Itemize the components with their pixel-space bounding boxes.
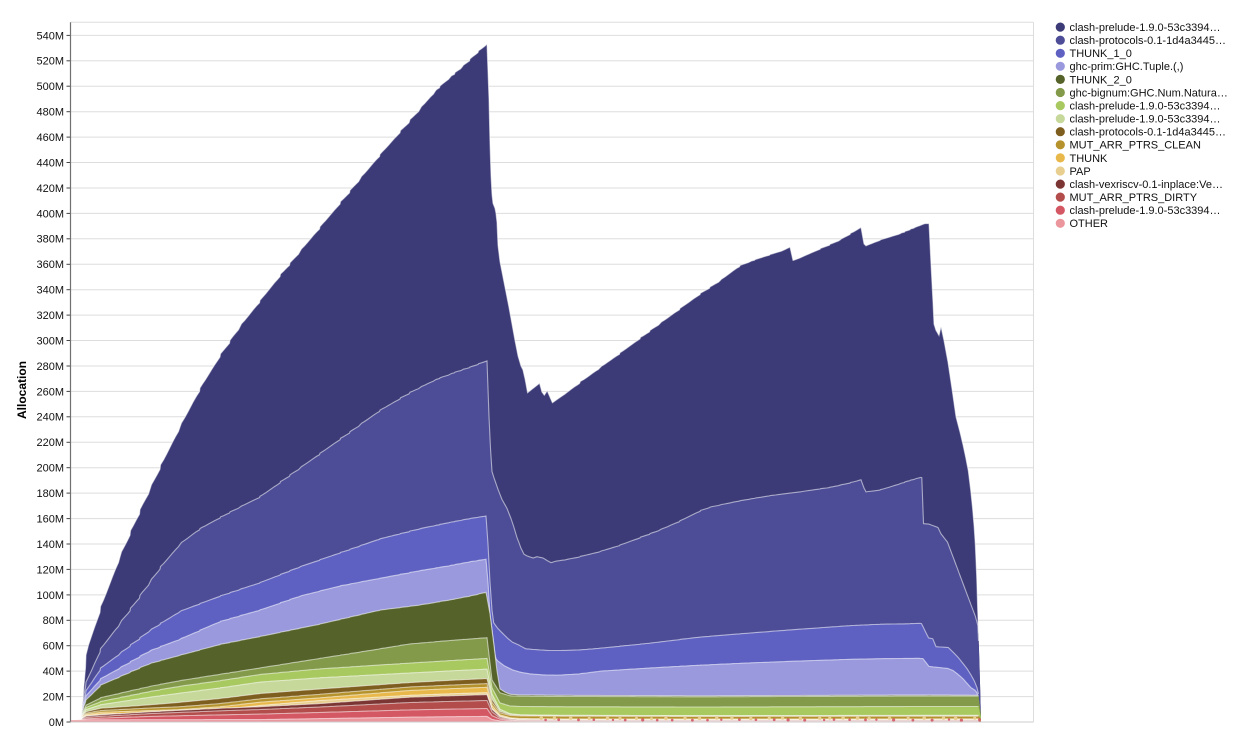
svg-text:40M: 40M — [43, 666, 64, 678]
svg-text:THUNK_2_0: THUNK_2_0 — [1070, 74, 1132, 86]
svg-text:440M: 440M — [36, 157, 64, 169]
svg-text:OTHER: OTHER — [1070, 218, 1109, 230]
svg-text:THUNK: THUNK — [1070, 153, 1109, 165]
svg-text:0M: 0M — [49, 717, 64, 729]
svg-text:100M: 100M — [36, 590, 64, 602]
svg-text:260M: 260M — [36, 386, 64, 398]
svg-text:240M: 240M — [36, 412, 64, 424]
svg-text:80M: 80M — [43, 615, 64, 627]
svg-text:500M: 500M — [36, 81, 64, 93]
svg-text:THUNK_1_0: THUNK_1_0 — [1070, 48, 1132, 60]
svg-text:120M: 120M — [36, 564, 64, 576]
svg-text:540M: 540M — [36, 30, 64, 42]
svg-text:clash-prelude-1.9.0-53c3394…: clash-prelude-1.9.0-53c3394… — [1070, 22, 1221, 34]
svg-text:180M: 180M — [36, 488, 64, 500]
svg-text:280M: 280M — [36, 361, 64, 373]
svg-text:320M: 320M — [36, 310, 64, 322]
svg-text:520M: 520M — [36, 56, 64, 68]
svg-text:420M: 420M — [36, 183, 64, 195]
svg-text:300M: 300M — [36, 335, 64, 347]
svg-text:ghc-bignum:GHC.Num.Natura…: ghc-bignum:GHC.Num.Natura… — [1070, 87, 1228, 99]
svg-text:60M: 60M — [43, 641, 64, 653]
svg-text:clash-vexriscv-0.1-inplace:Ve…: clash-vexriscv-0.1-inplace:Ve… — [1070, 179, 1223, 191]
svg-text:MUT_ARR_PTRS_DIRTY: MUT_ARR_PTRS_DIRTY — [1070, 192, 1198, 204]
svg-text:PAP: PAP — [1070, 166, 1091, 178]
svg-text:clash-protocols-0.1-1d4a3445…: clash-protocols-0.1-1d4a3445… — [1070, 127, 1227, 139]
svg-text:Allocation: Allocation — [15, 361, 29, 419]
svg-text:clash-prelude-1.9.0-53c3394…: clash-prelude-1.9.0-53c3394… — [1070, 101, 1221, 113]
svg-text:340M: 340M — [36, 285, 64, 297]
svg-text:clash-protocols-0.1-1d4a3445…: clash-protocols-0.1-1d4a3445… — [1070, 35, 1227, 47]
svg-text:460M: 460M — [36, 132, 64, 144]
svg-text:160M: 160M — [36, 514, 64, 526]
svg-text:140M: 140M — [36, 539, 64, 551]
svg-text:220M: 220M — [36, 437, 64, 449]
svg-text:20M: 20M — [43, 692, 64, 704]
svg-text:clash-prelude-1.9.0-53c3394…: clash-prelude-1.9.0-53c3394… — [1070, 114, 1221, 126]
svg-text:clash-prelude-1.9.0-53c3394…: clash-prelude-1.9.0-53c3394… — [1070, 205, 1221, 217]
svg-text:200M: 200M — [36, 463, 64, 475]
svg-text:360M: 360M — [36, 259, 64, 271]
svg-text:MUT_ARR_PTRS_CLEAN: MUT_ARR_PTRS_CLEAN — [1070, 140, 1201, 152]
svg-text:380M: 380M — [36, 234, 64, 246]
svg-text:480M: 480M — [36, 107, 64, 119]
svg-text:400M: 400M — [36, 208, 64, 220]
svg-text:ghc-prim:GHC.Tuple.(,): ghc-prim:GHC.Tuple.(,) — [1070, 61, 1184, 73]
